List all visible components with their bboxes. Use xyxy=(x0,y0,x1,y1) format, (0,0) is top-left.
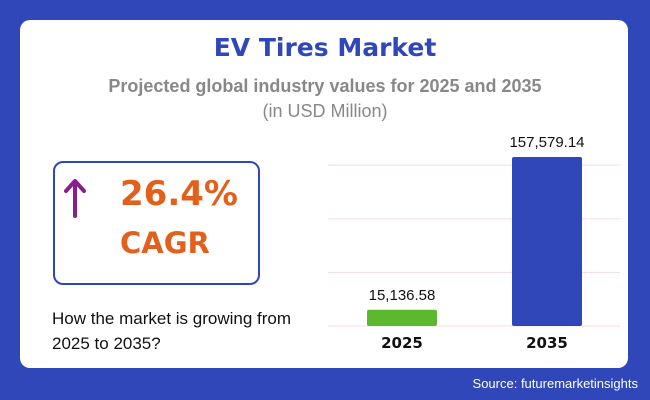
data-label: 15,136.58 xyxy=(369,287,436,304)
bar-2025 xyxy=(367,309,437,326)
bar-2035 xyxy=(512,157,582,326)
cagr-label: CAGR xyxy=(120,226,210,260)
cagr-box xyxy=(53,161,260,285)
cagr-value: 26.4% xyxy=(120,174,238,214)
question-text: How the market is growing from 2025 to 2… xyxy=(52,309,292,353)
chart-title: EV Tires Market xyxy=(213,33,437,62)
source-text: Source: futuremarketinsights xyxy=(472,376,638,391)
x-tick-label: 2035 xyxy=(526,334,568,352)
arrow-up-icon xyxy=(64,179,86,218)
x-tick-label: 2025 xyxy=(381,334,423,352)
chart-subtitle: Projected global industry values for 202… xyxy=(108,76,542,96)
unit-label: (in USD Million) xyxy=(262,101,388,121)
data-label: 157,579.14 xyxy=(509,134,584,151)
